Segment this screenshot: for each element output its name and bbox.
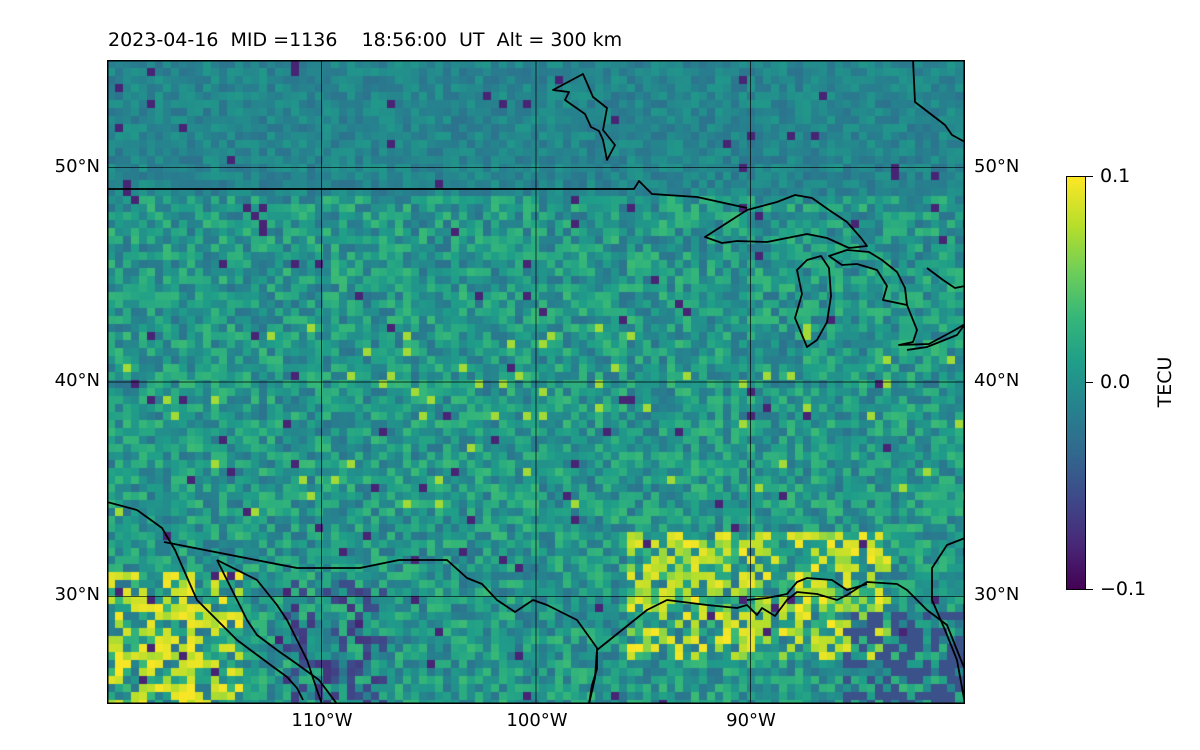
- mississippi-delta: [746, 577, 868, 601]
- florida-coast: [931, 537, 965, 704]
- gulf-of-california: [216, 559, 323, 704]
- us-canada-border: [107, 180, 748, 209]
- lat-label-30-left: 30°N: [54, 584, 100, 605]
- lon-label-90w: 90°W: [726, 710, 776, 731]
- lat-label-50-left: 50°N: [54, 156, 100, 177]
- lake-superior: [704, 194, 868, 249]
- map-overlay: [107, 60, 965, 704]
- lake-huron: [828, 249, 908, 306]
- lake-michigan: [794, 255, 832, 348]
- map-title: 2023-04-16 MID =1136 18:56:00 UT Alt = 3…: [108, 29, 623, 51]
- colorbar-label-min: −0.1: [1100, 578, 1147, 600]
- colorbar-title: TECU: [1154, 356, 1176, 408]
- lon-label-110w: 110°W: [291, 710, 353, 731]
- lat-label-30-right: 30°N: [974, 584, 1020, 605]
- colorbar: [1066, 176, 1086, 590]
- colorbar-label-zero: 0.0: [1100, 371, 1131, 393]
- hudson-bay-coast: [912, 60, 965, 143]
- colorbar-tick-max: [1086, 176, 1093, 177]
- colorbar-tick-min: [1086, 589, 1093, 590]
- gulf-coast: [588, 581, 965, 704]
- lake-erie: [898, 304, 965, 351]
- pacific-coast: [107, 501, 304, 701]
- lake-winnipeg: [552, 73, 616, 161]
- lat-label-40-left: 40°N: [54, 370, 100, 391]
- gridlines: [107, 60, 965, 704]
- lake-huron-east: [926, 267, 965, 289]
- lon-label-100w: 100°W: [506, 710, 568, 731]
- lat-label-40-right: 40°N: [974, 370, 1020, 391]
- colorbar-tick-zero: [1086, 382, 1093, 383]
- lat-label-50-right: 50°N: [974, 156, 1020, 177]
- tec-map: [107, 60, 965, 704]
- colorbar-label-max: 0.1: [1100, 165, 1131, 187]
- baja-coast: [216, 559, 338, 704]
- map-border: [107, 60, 965, 704]
- coastlines: [107, 60, 965, 704]
